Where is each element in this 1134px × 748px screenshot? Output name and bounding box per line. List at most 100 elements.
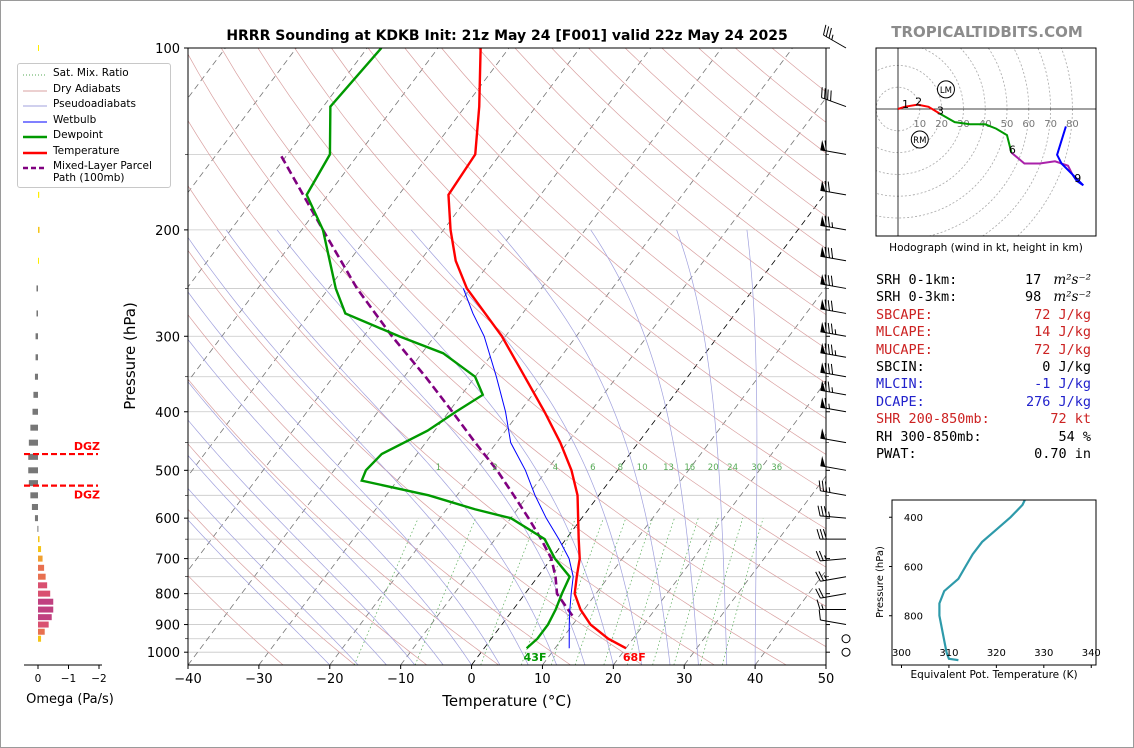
wind-barb-flag [818,571,824,581]
dry-adiabat [367,48,826,455]
wind-barb-flag [830,323,834,334]
omega-tick-label: −1 [61,673,76,685]
thetae-x-tick-label: 310 [939,648,958,659]
param-number: 72 J/kg [1034,341,1091,358]
legend-label: Dry Adiabats [53,82,121,95]
dgz-label: DGZ [74,489,100,502]
param-label: SBCAPE: [876,306,933,323]
wind-barb [820,299,847,314]
param-label: SRH 0-1km: [876,272,958,288]
param-row: SBCAPE: 72 J/kg [876,307,1091,325]
thetae-plot [938,500,1026,662]
omega-bar [28,467,38,474]
wind-barb [820,362,847,378]
param-row: SHR 200-850mb: 72 kt [876,411,1091,429]
legend-item: Sat. Mix. Ratio [22,67,168,82]
wind-barb-flag [824,140,827,151]
mixing-ratio-line [721,518,764,665]
skewt-ylabel: Pressure (hPa) [121,302,139,410]
wind-barb-flag [825,26,830,37]
wind-barb-half-flag [831,34,834,40]
hodograph-height-label: 1 [902,98,909,111]
mixing-ratio-line [673,518,719,665]
mixing-ratio-line [699,518,744,665]
omega-bar [38,45,39,51]
mixing-ratio-label: 8 [618,463,623,473]
moist-adiabat [746,229,758,665]
wind-barb-flag [818,480,821,491]
rm-marker [910,130,929,149]
lm-label: LM [940,86,952,96]
wind-barb-half-flag [821,604,824,610]
dry-adiabat [514,48,826,316]
wind-barb [820,342,847,358]
param-label: DCAPE: [876,393,925,410]
hodograph-ring-label: 10 [913,119,926,130]
param-value: 72 J/kg [1034,342,1091,358]
y-tick-label: 500 [155,464,180,479]
mixing-ratio-line [603,518,654,665]
wind-barb-flag [827,343,830,355]
y-tick-label: 1000 [147,646,180,661]
legend-label: Mixed-Layer Parcel Path (100mb) [53,160,152,184]
omega-bar [35,354,38,361]
omega-bar [38,536,40,543]
wind-barb-flag [824,397,827,409]
wind-barb-half-flag [828,487,831,493]
dry-adiabat [188,53,826,648]
thetae-xlabel: Equivalent Pot. Temperature (K) [910,669,1077,681]
isotherm-line [471,191,826,665]
mixing-ratio-label: 24 [727,463,738,473]
omega-bar [32,408,38,415]
wind-barb-flag [815,571,821,582]
omega-bar [28,453,38,460]
omega-panel: DGZ DGZ 0 −1 −2 [24,45,107,685]
dry-adiabat [188,508,356,665]
thetae-x-tick-label: 340 [1082,648,1101,659]
wind-barb-flag [821,87,823,98]
wind-barb-flag [830,275,834,287]
wind-barb-pennant [820,246,826,258]
legend-label: Wetbulb [53,113,97,126]
moist-adiabat [188,419,416,665]
wind-barb-half-flag [825,433,827,440]
hodograph-height-label: 3 [937,104,944,117]
dgz-label: DGZ [74,440,100,453]
param-number: 54 % [1058,428,1091,445]
omega-bar [30,492,38,499]
hodograph-segment [938,112,1013,153]
wind-barb-half-flag [828,403,830,409]
omega-bar [38,257,39,264]
thetae-x-tick-label: 330 [1034,648,1053,659]
skewt-grid [188,48,826,665]
thetae-x-tick-label: 300 [892,648,911,659]
param-value: 276 J/kg [1026,394,1091,410]
dry-adiabat [188,378,499,665]
param-value: 72 J/kg [1034,307,1091,323]
wind-barb [818,480,847,496]
legend-label: Dewpoint [53,129,103,141]
wind-barb [820,215,847,231]
legend-swatch [23,90,47,91]
surface-temp-label: 68F [623,651,646,664]
wind-barb [818,609,847,626]
wind-barb-flag [827,247,830,258]
dry-adiabat [441,48,826,384]
omega-bar [38,628,45,635]
mixing-ratio-label: 2 [492,463,497,473]
wind-barb [815,550,847,562]
omega-bar [38,635,42,642]
isotherm-line [188,48,368,288]
dry-adiabat [331,48,826,492]
wind-barb-pennant [820,299,826,310]
wind-barb-flag [828,27,832,39]
wind-barb-flag [824,88,826,99]
wind-barb-pennant [820,455,826,467]
omega-bar [36,285,38,292]
wind-barb-flag [824,343,827,354]
legend-swatch [23,74,47,76]
moist-adiabat [337,229,614,665]
wind-barb-flag [824,215,827,227]
dry-adiabat [257,48,826,568]
